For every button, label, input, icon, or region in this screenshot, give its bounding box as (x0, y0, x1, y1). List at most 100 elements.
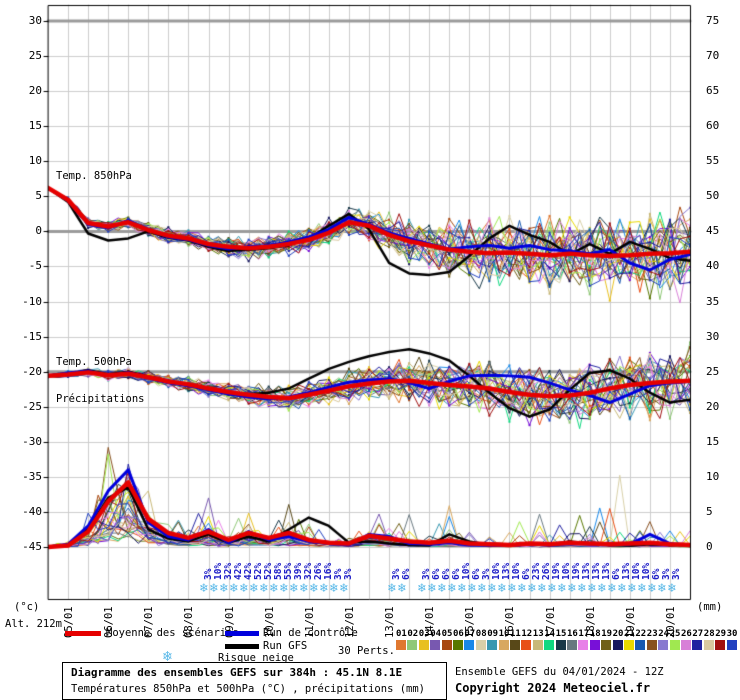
snowflake-icon: ❄ (438, 581, 446, 596)
pert-color-swatch (703, 640, 714, 650)
pert-number: 03 (418, 629, 430, 639)
snowflake-icon: ❄ (230, 581, 238, 596)
pert-color-swatch (555, 640, 566, 650)
pert-color-swatch (544, 640, 555, 650)
right-axis-tick: 15 (706, 434, 720, 448)
pert-number: 09 (487, 629, 499, 639)
pert-number: 19 (601, 629, 613, 639)
pert-color-swatch (487, 640, 498, 650)
snowflake-icon: ❄ (448, 581, 456, 596)
label-temp-500: Temp. 500hPa (56, 356, 132, 368)
snowflake-icon: ❄ (210, 581, 218, 596)
right-axis-tick: 30 (706, 329, 720, 343)
left-axis-tick: -45 (22, 539, 42, 553)
snowflake-icon: ❄ (498, 581, 506, 596)
pert-number: 26 (681, 629, 692, 639)
diagram-title: Diagramme des ensembles GEFS sur 384h : … (71, 666, 403, 679)
snowflake-icon: ❄ (398, 581, 406, 596)
pert-number: 11 (510, 629, 521, 639)
pert-color-swatch (532, 640, 543, 650)
left-axis-tick: 20 (28, 84, 42, 98)
right-axis-tick: 40 (706, 259, 720, 273)
pert-color-swatch (715, 640, 726, 650)
snowflake-icon: ❄ (220, 581, 228, 596)
pert-color-swatch (635, 640, 646, 650)
pert-number: 21 (624, 629, 635, 639)
pert-number: 20 (612, 629, 624, 639)
pert-color-swatch (578, 640, 589, 650)
pert-color-swatch (441, 640, 452, 650)
snowflake-icon: ❄ (658, 581, 666, 596)
left-axis-tick: 10 (28, 154, 42, 168)
snowflake-icon: ❄ (578, 581, 586, 596)
pert-color-swatch (612, 640, 623, 650)
label-precip: Précipitations (56, 393, 145, 405)
pert-number: 13 (532, 629, 544, 639)
left-axis-tick: 30 (28, 14, 42, 27)
left-axis-tick: -5 (28, 259, 42, 273)
mean-line-swatch (65, 631, 101, 636)
legend-mean-label: Moyenne des scénarios (106, 627, 239, 639)
snowflake-icon: ❄ (458, 581, 466, 596)
left-axis-tick: -20 (22, 364, 42, 378)
left-axis-tick: 0 (35, 224, 42, 238)
pert-color-swatch (510, 640, 520, 650)
label-temp-850: Temp. 850hPa (56, 170, 132, 182)
snowflake-icon: ❄ (468, 581, 476, 596)
snowflake-icon: ❄ (668, 581, 676, 596)
right-axis-tick: 75 (706, 14, 720, 27)
pert-color-swatch (681, 640, 691, 650)
pert-color-swatch (601, 640, 612, 650)
right-axis-unit: (mm) (697, 601, 723, 613)
left-axis-tick: 5 (35, 189, 42, 203)
snowflake-icon: ❄ (340, 581, 348, 596)
pert-number: 12 (521, 629, 533, 639)
pert-number: 17 (578, 629, 590, 639)
snowflake-icon: ❄ (528, 581, 536, 596)
copyright: Copyright 2024 Meteociel.fr (455, 681, 651, 695)
right-axis-tick: 20 (706, 399, 720, 413)
gfs-line-swatch (225, 644, 259, 649)
snowflake-icon: ❄ (638, 581, 646, 596)
snowflake-icon: ❄ (588, 581, 596, 596)
pert-color-swatch (692, 640, 703, 650)
snowflake-icon: ❄ (270, 581, 278, 596)
snowflake-icon: ❄ (320, 581, 328, 596)
pert-number: 02 (407, 629, 419, 639)
left-axis-tick: 15 (28, 119, 42, 133)
legend-gfs-label: Run GFS (263, 640, 308, 652)
left-axis-tick: -40 (22, 504, 42, 518)
legend-perts-label: 30 Perts. (338, 645, 395, 657)
right-axis-tick: 65 (706, 84, 720, 98)
pert-number: 22 (635, 629, 647, 639)
left-axis-tick: -35 (22, 469, 42, 483)
pert-color-swatch (646, 640, 657, 650)
snow-risk-pct: 6% (401, 568, 412, 580)
snowflake-icon: ❄ (478, 581, 486, 596)
snowflake-icon: ❄ (163, 647, 173, 665)
pert-color-swatch (464, 640, 475, 650)
pert-color-swatch (624, 640, 634, 650)
snowflake-icon: ❄ (598, 581, 606, 596)
snowflake-icon: ❄ (240, 581, 248, 596)
right-axis-tick: 10 (706, 469, 720, 483)
pert-number: 25 (669, 629, 681, 639)
snowflake-icon: ❄ (628, 581, 636, 596)
snowflake-icon: ❄ (648, 581, 656, 596)
pert-number: 06 (453, 629, 464, 639)
right-axis-tick: 45 (706, 224, 720, 238)
snow-risk-pct: 3% (343, 568, 354, 580)
pert-color-swatch (498, 640, 509, 650)
pert-color-swatch (669, 640, 680, 650)
snow-risk-pct: 3% (671, 568, 682, 580)
snowflake-icon: ❄ (558, 581, 566, 596)
pert-color-swatch (726, 640, 737, 650)
left-axis-tick: -15 (22, 329, 42, 343)
pert-number: 24 (658, 629, 670, 639)
pert-number: 27 (692, 629, 704, 639)
right-axis-tick: 5 (706, 504, 713, 518)
legend-snow-label: Risque neige (218, 652, 294, 664)
left-axis-tick: -10 (22, 294, 42, 308)
pert-color-swatch (453, 640, 463, 650)
